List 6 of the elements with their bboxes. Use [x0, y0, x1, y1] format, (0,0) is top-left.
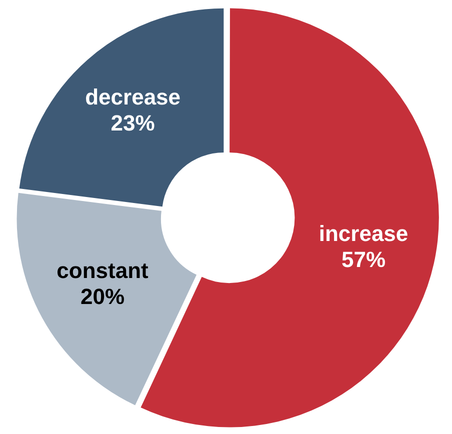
slice-label: constant	[56, 258, 150, 283]
data-label: 57%	[341, 246, 386, 272]
slice-label: decrease	[85, 84, 181, 110]
data-label: 23%	[110, 110, 155, 136]
slice-label: increase	[318, 220, 408, 246]
data-label: 20%	[80, 284, 125, 309]
